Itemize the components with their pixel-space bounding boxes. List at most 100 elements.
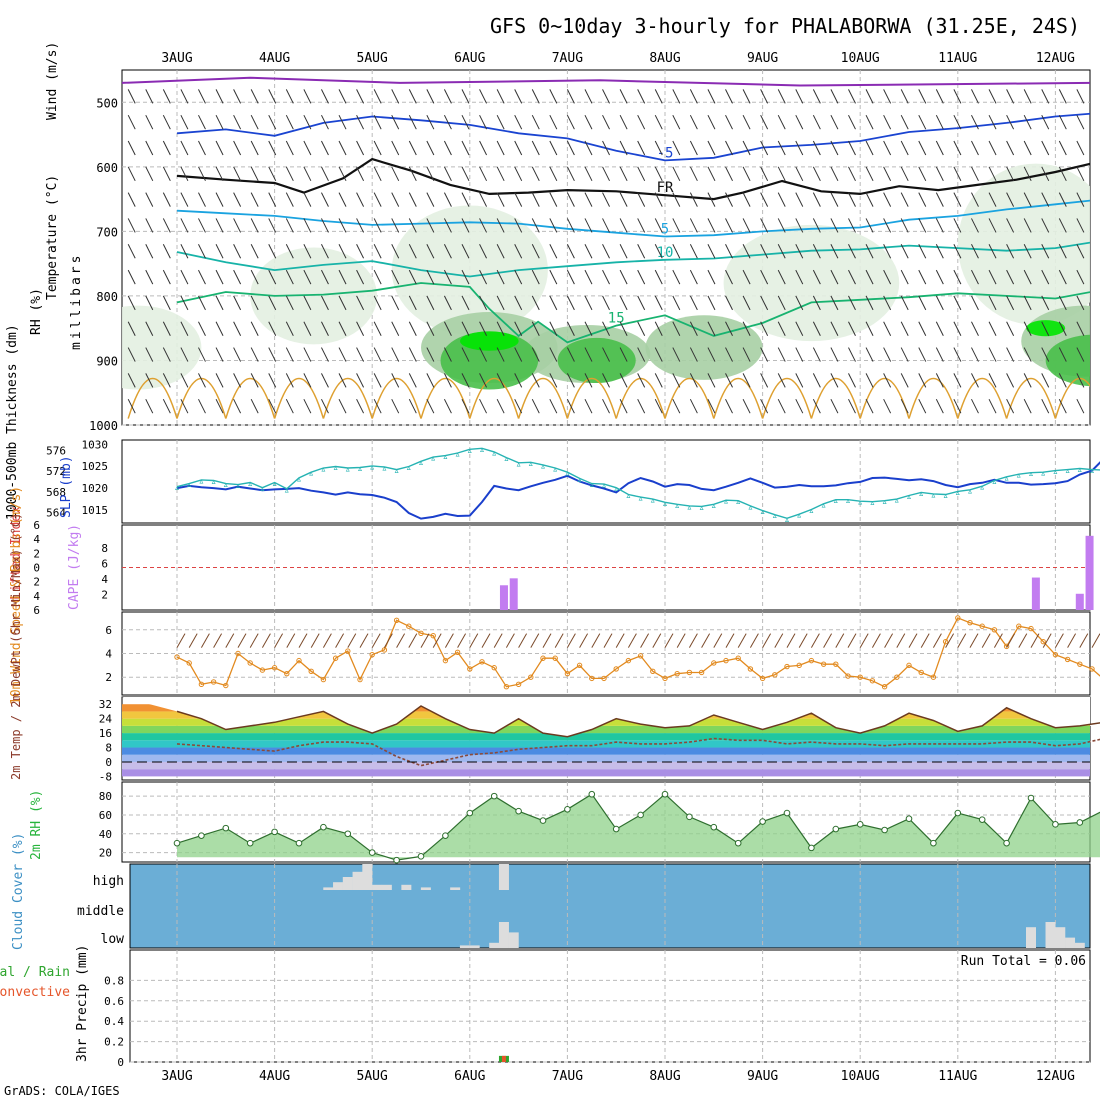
y-axis-label: 10m Wind Speed & Barbs (m/s) [9,486,24,705]
wind-barb [935,321,944,336]
thickness-marker: ▵ [796,510,802,521]
panel-frame [121,439,1091,524]
wind-barb [725,295,733,311]
wind-barb [514,373,523,388]
wind-barb [250,166,259,182]
wind-speed-point [454,649,461,656]
thickness-marker: ▵ [613,484,619,495]
wind-barb [865,244,874,259]
thickness-marker: ▵ [1065,466,1071,477]
temp-band [122,754,1090,762]
wind-barb [777,140,786,156]
y-tick-label: 2 [33,547,40,560]
wind-barb [584,192,593,207]
wind-barb [514,295,523,311]
thickness-marker: ▵ [308,468,314,479]
wind-barb [145,218,154,233]
wind-barb [268,295,277,311]
wind-barb [584,140,593,156]
thickness-marker: ▵ [198,476,204,487]
wind-barb [830,218,839,233]
wind-barb [145,269,154,285]
wind-barb [145,347,154,362]
wind-barb [1023,192,1032,207]
wind-barb [988,347,997,362]
wind-barb [1058,140,1067,156]
wind-speed-point [271,665,278,671]
wind-barb [549,114,558,130]
thickness-marker: ▵ [882,497,888,508]
wind-speed-point [418,630,424,637]
wind-barb [461,166,470,182]
wind-barb [1076,295,1085,311]
wind-barb [1041,244,1050,259]
wind-barb [774,633,784,648]
y-axis-label: 2m Temp / 2m DewPt (6hr Min/Max) (°C) [9,513,23,780]
isotherm-label: -5 [657,145,674,161]
wind-barb [479,295,488,311]
wind-barb [268,114,277,130]
wind-barb [918,347,927,362]
wind-barb [689,114,698,130]
wind-barb [373,295,382,311]
thickness-marker: ▵ [808,506,814,517]
wind-barb [531,321,540,336]
wind-barb [408,140,417,156]
wind-barb [145,321,154,336]
wind-barb [602,269,610,285]
wind-speed-point [528,674,534,680]
wind-barb [496,373,505,388]
wind-barb [303,321,312,336]
cloud-bar [352,871,363,890]
wind-barb [988,192,997,207]
rh-point [588,790,596,798]
wind-barb [619,114,628,130]
wind-barb [479,218,488,233]
wind-barb [233,295,242,311]
wind-barb [514,269,523,285]
bottom-date-label: 11AUG [938,1069,977,1084]
wind-barb [737,633,747,648]
wind-barb [602,218,610,233]
wind-barb [198,140,206,156]
wind-barb [1067,633,1077,648]
wind-barb [1058,244,1067,259]
wind-barb [531,140,540,156]
wind-barb [321,140,329,156]
rh-point [173,839,181,847]
wind-barb [602,347,610,362]
wind-speed-point [589,675,595,682]
thickness-marker: ▵ [662,498,668,509]
wind-barb [742,269,751,285]
wind-speed-point [552,655,558,661]
wind-barb [1079,633,1089,648]
wind-barb [391,321,400,336]
wind-barb [672,114,681,130]
wind-speed-point [1089,666,1095,672]
top-date-label: 10AUG [841,51,880,66]
thickness-marker: ▵ [552,464,558,475]
wind-barb [935,269,944,285]
wind-barb [162,114,171,130]
wind-barb [637,269,646,285]
thickness-marker: ▵ [455,449,461,460]
wind-barb [1058,347,1067,362]
wind-barb [396,633,406,648]
wind-barb [1094,141,1100,155]
wind-barb [865,114,874,130]
wind-speed-point [491,665,497,671]
wind-barb [1058,398,1067,414]
y-tick-label: 20 [99,847,112,860]
wind-barb [742,166,751,182]
wind-barb [584,114,593,130]
wind-speed-point [515,681,522,688]
wind-barb [689,192,698,207]
wind-barb [654,140,663,156]
cloud-bar [450,887,461,890]
wind-barb [584,166,593,182]
wind-barb [408,347,417,362]
wind-barb [356,244,365,259]
y-tick-label: 2 [101,589,108,602]
wind-barb [566,114,575,130]
wind-barb [971,398,979,414]
